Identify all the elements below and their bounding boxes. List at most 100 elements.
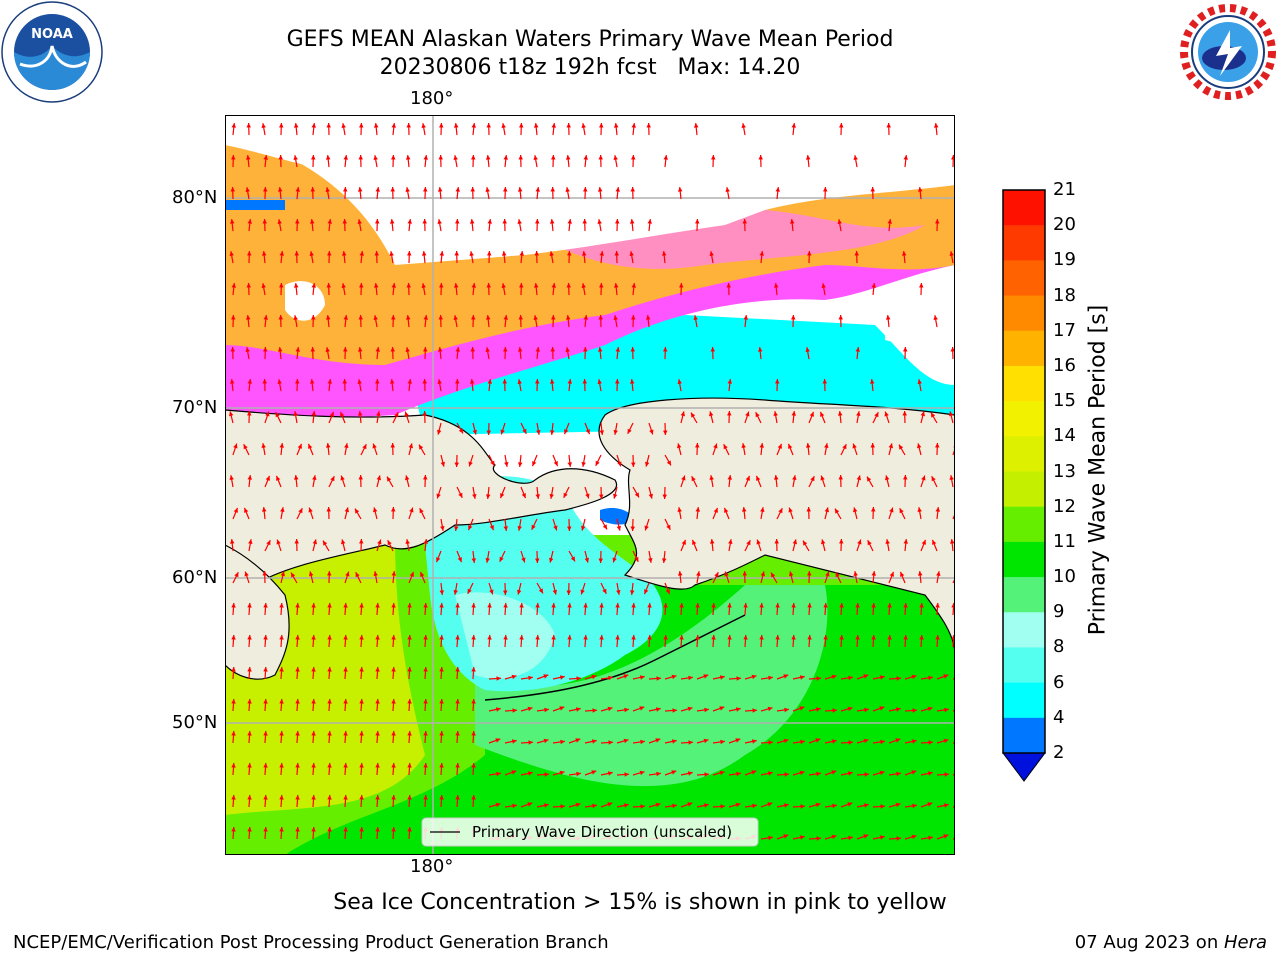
wave-arrow-head xyxy=(723,444,728,450)
wave-arrow-head xyxy=(309,251,314,256)
wave-arrow-head xyxy=(724,571,729,577)
wave-arrow-head xyxy=(704,772,709,777)
wave-arrow-head xyxy=(375,347,380,352)
wave-arrow-head xyxy=(247,635,252,640)
wave-arrow-head xyxy=(291,572,296,578)
wave-arrow-head xyxy=(853,507,858,513)
wave-arrow-head xyxy=(831,770,837,775)
wave-arrow-head xyxy=(544,707,549,713)
colorbar-tick-label: 14 xyxy=(1053,425,1076,447)
wave-arrow-head xyxy=(823,635,828,640)
wave-arrow-head xyxy=(759,251,764,256)
colorbar-block xyxy=(1003,330,1045,367)
wave-arrow-head xyxy=(889,571,894,577)
wave-arrow-head xyxy=(263,667,268,672)
wave-arrow-head xyxy=(230,187,235,192)
wave-arrow-head xyxy=(375,187,380,192)
wave-arrow-head xyxy=(743,315,748,320)
wave-arrow-head xyxy=(631,123,636,128)
wave-arrow-head xyxy=(903,603,908,608)
colorbar-block xyxy=(1003,295,1045,332)
wave-arrow-head xyxy=(231,603,236,608)
wave-arrow-head xyxy=(918,187,923,192)
wave-arrow-head xyxy=(847,771,853,776)
wave-arrow-head xyxy=(231,315,236,320)
wave-arrow-head xyxy=(896,771,901,777)
wave-arrow-head xyxy=(552,589,557,595)
wave-arrow-head xyxy=(919,283,924,288)
wave-arrow-head xyxy=(503,635,508,640)
wave-arrow-head xyxy=(871,571,876,576)
wave-arrow-head xyxy=(358,155,363,160)
wave-arrow-head xyxy=(692,539,697,545)
wave-arrow-head xyxy=(311,123,316,128)
colorbar-block xyxy=(1003,365,1045,402)
wave-arrow-head xyxy=(500,429,505,435)
wave-arrow-head xyxy=(340,475,345,481)
wave-arrow-head xyxy=(311,699,316,704)
colorbar-tick-label: 8 xyxy=(1053,636,1065,658)
wave-arrow-head xyxy=(688,740,693,745)
wave-arrow-head xyxy=(374,251,379,256)
wave-arrow-head xyxy=(247,251,252,256)
wave-arrow-head xyxy=(310,347,315,352)
wave-arrow-head xyxy=(279,667,284,672)
wave-arrow-head xyxy=(311,667,316,672)
wave-arrow-head xyxy=(821,283,826,288)
wave-arrow-head xyxy=(362,444,367,450)
wave-arrow-head xyxy=(900,571,905,577)
wave-arrow-head xyxy=(917,443,922,449)
wave-arrow-head xyxy=(807,635,812,640)
wave-arrow-head xyxy=(344,443,349,448)
wave-arrow-head xyxy=(310,219,315,224)
wave-arrow-head xyxy=(591,770,597,775)
wave-arrow-head xyxy=(406,155,411,160)
wave-arrow-head xyxy=(233,507,238,513)
wave-arrow-head xyxy=(439,251,444,256)
wave-arrow-head xyxy=(806,443,811,448)
wave-arrow-head xyxy=(543,738,549,744)
wave-arrow-head xyxy=(405,347,410,352)
wave-arrow-head xyxy=(791,411,796,416)
wave-arrow-head xyxy=(647,219,652,224)
wave-arrow-head xyxy=(278,315,283,320)
wave-arrow-head xyxy=(663,430,668,435)
wave-arrow-head xyxy=(835,508,840,514)
wave-arrow-head xyxy=(559,770,565,776)
wave-arrow-head xyxy=(691,412,696,418)
wave-arrow-head xyxy=(409,571,414,577)
wave-arrow-head xyxy=(501,283,506,288)
wave-arrow-head xyxy=(471,731,476,736)
wave-arrow-head xyxy=(703,803,709,808)
wave-arrow-head xyxy=(631,155,636,160)
wave-arrow-head xyxy=(631,462,636,467)
wave-arrow-head xyxy=(486,494,491,499)
wave-arrow-head xyxy=(885,539,890,544)
wave-arrow-head xyxy=(294,251,299,256)
wave-arrow-head xyxy=(519,251,524,256)
wave-arrow-head xyxy=(407,699,412,704)
wave-arrow-head xyxy=(742,507,747,512)
wave-arrow-head xyxy=(943,834,949,839)
wave-arrow-head xyxy=(551,283,556,288)
wave-arrow-head xyxy=(549,494,554,499)
wave-arrow-head xyxy=(423,731,428,736)
wave-arrow-head xyxy=(735,802,741,808)
wave-arrow-head xyxy=(231,795,236,800)
wave-arrow-head xyxy=(421,123,426,128)
wave-arrow-head xyxy=(810,476,815,482)
wave-arrow-head xyxy=(677,443,682,449)
wave-arrow-head xyxy=(949,475,954,480)
wave-arrow-head xyxy=(531,524,536,530)
wave-arrow-head xyxy=(599,283,604,288)
wave-arrow-head xyxy=(582,251,587,256)
wave-arrow-head xyxy=(358,347,363,352)
wave-arrow-head xyxy=(559,706,565,711)
wave-arrow-head xyxy=(784,772,789,777)
wave-arrow-head xyxy=(823,603,828,608)
wave-arrow-head xyxy=(710,539,715,544)
wave-arrow-head xyxy=(325,347,330,352)
wave-arrow-head xyxy=(681,539,686,545)
wave-arrow-head xyxy=(422,379,427,384)
wave-arrow-head xyxy=(407,219,412,224)
